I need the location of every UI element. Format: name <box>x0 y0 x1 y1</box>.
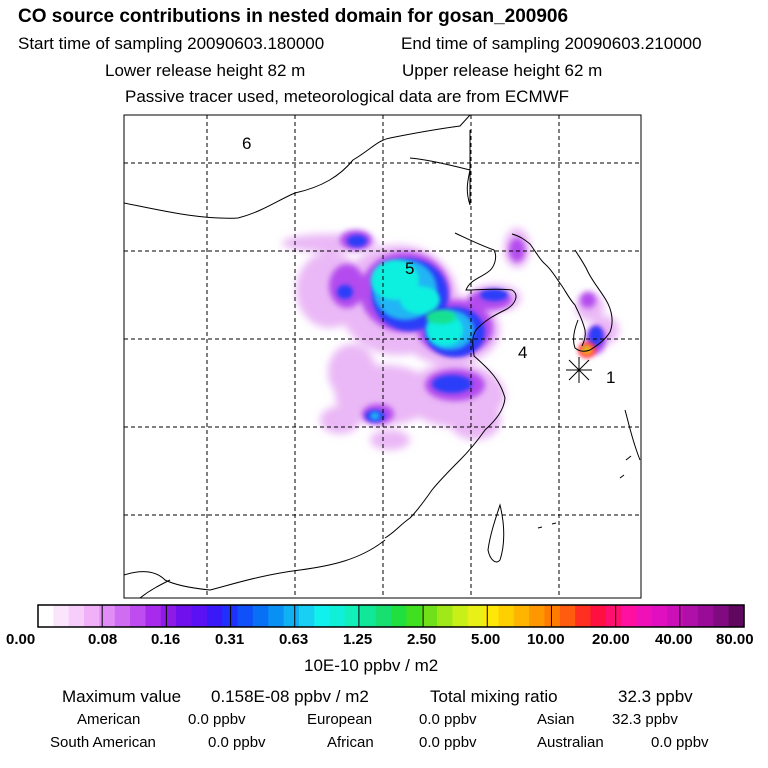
colorbar-swatch <box>206 605 223 627</box>
colorbar-swatch <box>529 605 546 627</box>
colorbar-tick-6: 2.50 <box>407 631 437 648</box>
upper-release-height: Upper release height 62 m <box>402 61 603 80</box>
total-mixing-value: 32.3 ppbv <box>618 687 693 706</box>
colorbar-tick-11: 80.00 <box>716 631 754 648</box>
colorbar-dividers <box>101 605 681 627</box>
colorbar-swatch <box>636 605 653 627</box>
colorbar-frame <box>37 604 745 628</box>
max-value: 0.158E-08 ppbv / m2 <box>211 687 369 706</box>
colorbar-tick-7: 5.00 <box>471 631 501 648</box>
region-label-6: 6 <box>242 134 251 153</box>
colorbar-swatch <box>160 605 177 627</box>
colorbar-swatch <box>544 605 561 627</box>
colorbar-swatch <box>84 605 100 627</box>
colorbar-swatch <box>391 605 407 627</box>
colorbar-swatch <box>38 605 54 627</box>
colorbar-swatch <box>575 605 592 627</box>
source-value-south-american: 0.0 ppbv <box>208 734 266 751</box>
colorbar-swatch <box>130 605 147 627</box>
map-frame <box>123 114 642 599</box>
colorbar-swatch <box>68 605 85 627</box>
colorbar-swatch <box>667 605 684 627</box>
region-label-4: 4 <box>518 343 527 362</box>
colorbar-swatch <box>252 605 269 627</box>
colorbar-swatch <box>406 605 423 627</box>
colorbar-tick-2: 0.16 <box>151 631 181 648</box>
colorbar-swatch <box>452 605 469 627</box>
colorbar-swatch <box>483 605 500 627</box>
source-name-australian: Australian <box>537 734 604 751</box>
colorbar-tick-3: 0.31 <box>215 631 245 648</box>
source-value-european: 0.0 ppbv <box>419 711 477 728</box>
source-name-south-american: South American <box>50 734 156 751</box>
colorbar-swatch <box>728 605 745 627</box>
colorbar-swatch <box>621 605 638 627</box>
colorbar-swatch <box>145 605 162 627</box>
source-name-asian: Asian <box>537 711 575 728</box>
coastlines <box>124 115 641 598</box>
source-value-asian: 32.3 ppbv <box>612 711 678 728</box>
colorbar-swatch <box>268 605 285 627</box>
colorbar-swatch <box>498 605 515 627</box>
colorbar-swatch <box>682 605 699 627</box>
lat-lon-grid <box>124 115 641 598</box>
region-label-1: 1 <box>606 368 615 387</box>
colorbar-swatch <box>513 605 530 627</box>
colorbar-swatch <box>605 605 622 627</box>
colorbar-swatch <box>191 605 208 627</box>
colorbar-swatch <box>375 605 392 627</box>
colorbar-tick-5: 1.25 <box>343 631 373 648</box>
colorbar-swatch <box>283 605 300 627</box>
colorbar-swatch <box>176 605 193 627</box>
colorbar-tick-8: 10.00 <box>527 631 565 648</box>
asterisk-icon <box>566 357 592 383</box>
colorbar-tick-0: 0.00 <box>6 631 36 648</box>
colorbar-swatch <box>314 605 331 627</box>
source-value-african: 0.0 ppbv <box>419 734 477 751</box>
source-name-american: American <box>77 711 141 728</box>
source-name-european: European <box>307 711 373 728</box>
max-value-label: Maximum value <box>62 687 182 706</box>
colorbar-swatch <box>697 605 714 627</box>
plot-title: CO source contributions in nested domain… <box>18 6 569 27</box>
colorbar-swatch <box>713 605 730 627</box>
colorbar-swatch <box>53 605 70 627</box>
colorbar-swatch <box>590 605 607 627</box>
lower-release-height: Lower release height 82 m <box>105 61 306 80</box>
source-value-australian: 0.0 ppbv <box>651 734 709 751</box>
colorbar-tick-1: 0.08 <box>88 631 118 648</box>
source-name-african: African <box>327 734 374 751</box>
colorbar-swatch <box>344 605 361 627</box>
source-value-american: 0.0 ppbv <box>188 711 246 728</box>
colorbar-tick-10: 40.00 <box>655 631 693 648</box>
colorbar-swatch <box>114 605 131 627</box>
tracer-note: Passive tracer used, meteorological data… <box>125 87 570 106</box>
end-time: End time of sampling 20090603.210000 <box>401 34 702 53</box>
colorbar-tick-9: 20.00 <box>592 631 630 648</box>
colorbar-swatch <box>298 605 315 627</box>
total-mixing-label: Total mixing ratio <box>430 687 558 706</box>
colorbar-swatch <box>99 605 116 627</box>
colorbar-swatch <box>467 605 484 627</box>
colorbar-tick-4: 0.63 <box>279 631 309 648</box>
colorbar-swatch <box>360 605 377 627</box>
colorbar-swatch <box>237 605 254 627</box>
colorbar-swatch <box>559 605 576 627</box>
region-label-5: 5 <box>405 259 414 278</box>
colorbar-swatch <box>651 605 668 627</box>
colorbar-swatch <box>421 605 438 627</box>
colorbar-unit: 10E-10 ppbv / m2 <box>304 656 439 675</box>
start-time: Start time of sampling 20090603.180000 <box>18 34 325 53</box>
colorbar <box>38 605 745 627</box>
colorbar-swatch <box>329 605 346 627</box>
colorbar-swatch <box>437 605 453 627</box>
